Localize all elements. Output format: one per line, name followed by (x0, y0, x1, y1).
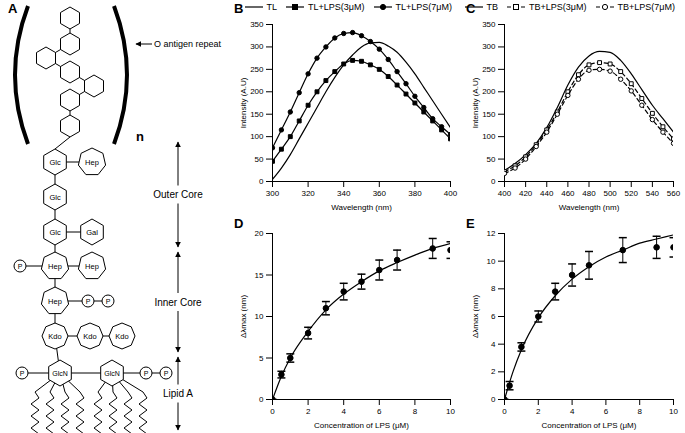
svg-text:Hep: Hep (85, 158, 99, 167)
svg-text:n: n (136, 129, 144, 144)
svg-text:150: 150 (250, 110, 264, 119)
svg-text:2: 2 (306, 407, 311, 416)
svg-text:P: P (144, 370, 149, 377)
svg-text:6: 6 (491, 312, 496, 321)
svg-text:6: 6 (604, 407, 609, 416)
svg-text:Intensity (A.U): Intensity (A.U) (239, 77, 248, 128)
html-text:TL+LPS(3μM): TL+LPS(3μM) (308, 2, 365, 12)
svg-text:300: 300 (482, 42, 496, 51)
svg-text:Outer Core: Outer Core (153, 189, 203, 200)
svg-text:8: 8 (491, 284, 496, 293)
svg-text:560: 560 (667, 189, 681, 198)
svg-text:15: 15 (255, 271, 264, 280)
svg-text:P: P (164, 370, 169, 377)
svg-text:GlcN: GlcN (52, 370, 68, 377)
html-text:TL: TL (266, 2, 278, 12)
html-text:TB: TB (486, 2, 499, 12)
svg-text:0: 0 (259, 395, 264, 404)
svg-text:500: 500 (603, 189, 617, 198)
svg-text:Kdo: Kdo (48, 332, 61, 341)
svg-text:Gal: Gal (86, 228, 98, 237)
svg-text:5: 5 (259, 354, 264, 363)
svg-text:2: 2 (536, 407, 541, 416)
svg-text:Intensity (A.U): Intensity (A.U) (471, 77, 480, 128)
svg-text:50: 50 (255, 155, 264, 164)
svg-text:Inner Core: Inner Core (154, 297, 202, 308)
svg-text:0: 0 (502, 407, 507, 416)
svg-text:420: 420 (519, 189, 533, 198)
svg-text:0: 0 (270, 407, 275, 416)
svg-text:P: P (86, 298, 91, 305)
svg-text:0: 0 (491, 395, 496, 404)
svg-text:200: 200 (250, 87, 264, 96)
svg-text:Glc: Glc (49, 228, 61, 237)
svg-text:340: 340 (337, 189, 351, 198)
svg-text:Kdo: Kdo (115, 332, 128, 341)
svg-text:10: 10 (669, 407, 678, 416)
svg-text:250: 250 (482, 65, 496, 74)
svg-text:360: 360 (373, 189, 387, 198)
svg-text:320: 320 (301, 189, 315, 198)
svg-text:4: 4 (341, 407, 346, 416)
svg-text:Glc: Glc (49, 158, 61, 167)
svg-text:440: 440 (540, 189, 554, 198)
svg-text:P: P (20, 370, 25, 377)
svg-text:Hep: Hep (48, 262, 62, 271)
svg-text:100: 100 (250, 132, 264, 141)
svg-text:Concentration of LPS (μM): Concentration of LPS (μM) (542, 421, 637, 430)
html-text:D: D (234, 216, 244, 231)
svg-text:Wavelength (nm): Wavelength (nm) (331, 203, 392, 212)
svg-text:350: 350 (482, 20, 496, 29)
svg-text:Kdo: Kdo (83, 332, 96, 341)
html-text:C: C (466, 1, 476, 16)
svg-text:4: 4 (570, 407, 575, 416)
svg-text:250: 250 (250, 65, 264, 74)
html-text:TB+LPS(7μM): TB+LPS(7μM) (617, 2, 675, 12)
svg-text:O antigen repeat: O antigen repeat (154, 39, 222, 49)
svg-text:0: 0 (259, 177, 264, 186)
svg-text:P: P (106, 298, 111, 305)
svg-text:4: 4 (491, 340, 496, 349)
html-text:TB+LPS(3μM): TB+LPS(3μM) (529, 2, 587, 12)
html-text:E: E (466, 216, 475, 231)
svg-text:350: 350 (250, 20, 264, 29)
svg-text:6: 6 (377, 407, 382, 416)
svg-text:520: 520 (625, 189, 639, 198)
svg-text:Glc: Glc (49, 193, 61, 202)
svg-text:Δλmax (nm): Δλmax (nm) (471, 295, 480, 338)
svg-text:Lipid A: Lipid A (163, 388, 193, 399)
svg-text:400: 400 (498, 189, 512, 198)
svg-text:Hep: Hep (48, 297, 62, 306)
svg-text:8: 8 (413, 407, 418, 416)
svg-text:GlcN: GlcN (104, 370, 120, 377)
svg-text:0: 0 (491, 177, 496, 186)
svg-text:A: A (8, 1, 18, 16)
svg-text:8: 8 (637, 407, 642, 416)
svg-text:400: 400 (444, 189, 458, 198)
html-text:B: B (234, 1, 244, 16)
svg-text:200: 200 (482, 87, 496, 96)
svg-text:P: P (18, 263, 23, 270)
svg-text:Concentration of LPS (μM): Concentration of LPS (μM) (314, 421, 409, 430)
svg-text:10: 10 (255, 312, 264, 321)
svg-text:300: 300 (250, 42, 264, 51)
svg-text:480: 480 (582, 189, 596, 198)
svg-text:50: 50 (487, 155, 496, 164)
svg-text:540: 540 (646, 189, 660, 198)
html-text:TL+LPS(7μM): TL+LPS(7μM) (395, 2, 452, 12)
svg-text:150: 150 (482, 110, 496, 119)
svg-text:100: 100 (482, 132, 496, 141)
svg-text:380: 380 (408, 189, 422, 198)
svg-text:10: 10 (446, 407, 455, 416)
svg-text:460: 460 (561, 189, 575, 198)
svg-text:300: 300 (266, 189, 280, 198)
svg-text:Δλmax (nm): Δλmax (nm) (239, 295, 248, 338)
svg-text:2: 2 (491, 367, 496, 376)
svg-text:10: 10 (487, 257, 496, 266)
svg-text:20: 20 (255, 229, 264, 238)
svg-text:Hep: Hep (85, 262, 99, 271)
svg-text:Wavelength (nm): Wavelength (nm) (559, 203, 620, 212)
svg-text:12: 12 (487, 229, 496, 238)
